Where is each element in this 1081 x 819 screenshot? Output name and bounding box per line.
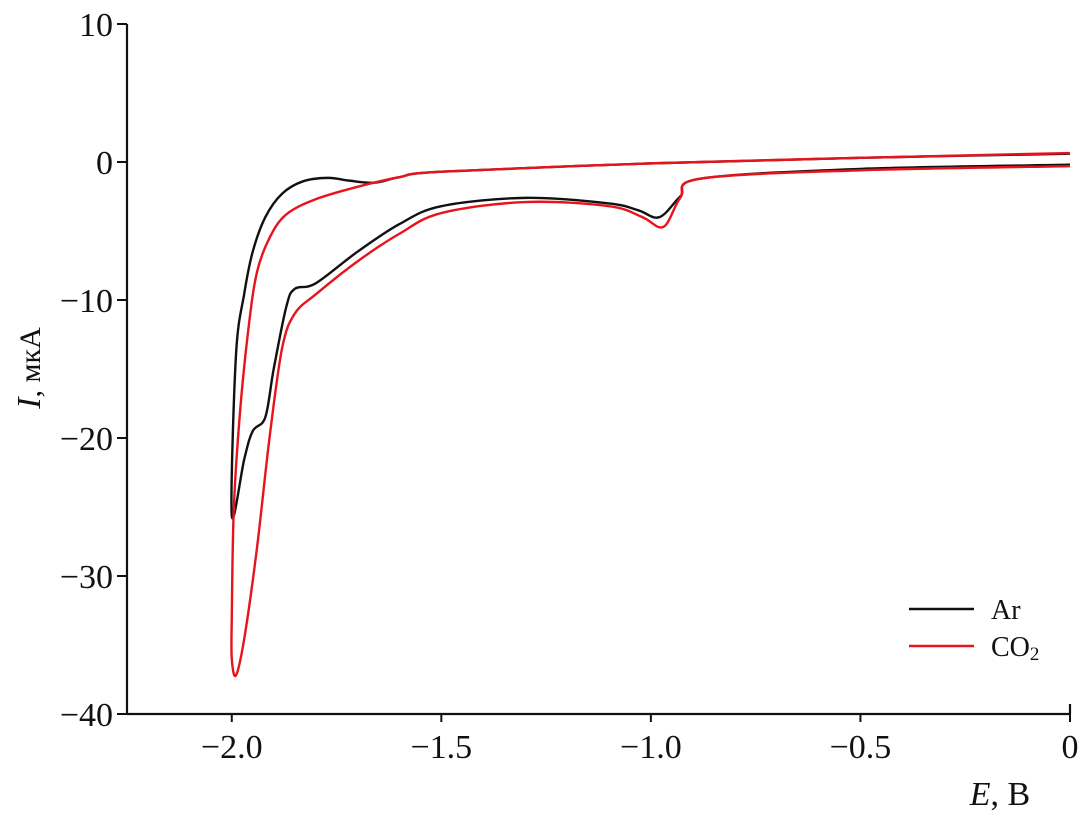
y-tick-label: 10 (79, 7, 113, 44)
y-tick-label: 0 (96, 145, 113, 182)
y-tick-label: −20 (60, 421, 113, 458)
x-tick-label: −1.0 (620, 729, 682, 766)
x-tick-label: −0.5 (830, 729, 892, 766)
y-axis-label: I, мкА (11, 327, 48, 410)
x-tick-label: −2.0 (201, 729, 263, 766)
y-tick-label: −40 (60, 697, 113, 734)
legend-label: CO2 (991, 632, 1039, 665)
y-tick-label: −10 (60, 283, 113, 320)
axes: 10 0 −10 −20 −30 −40 −2.0 −1.5 −1.0 −0.5 0 (60, 7, 1079, 766)
legend: Ar CO2 (909, 595, 1039, 665)
x-axis-label: E, В (969, 776, 1030, 813)
series-line-ar (230, 152, 1071, 520)
x-tick-label: 0 (1062, 729, 1079, 766)
series-line-co2 (230, 151, 1071, 678)
x-tick-label: −1.5 (410, 729, 472, 766)
legend-label: Ar (991, 595, 1021, 626)
y-tick-label: −30 (60, 559, 113, 596)
curves (230, 151, 1071, 678)
